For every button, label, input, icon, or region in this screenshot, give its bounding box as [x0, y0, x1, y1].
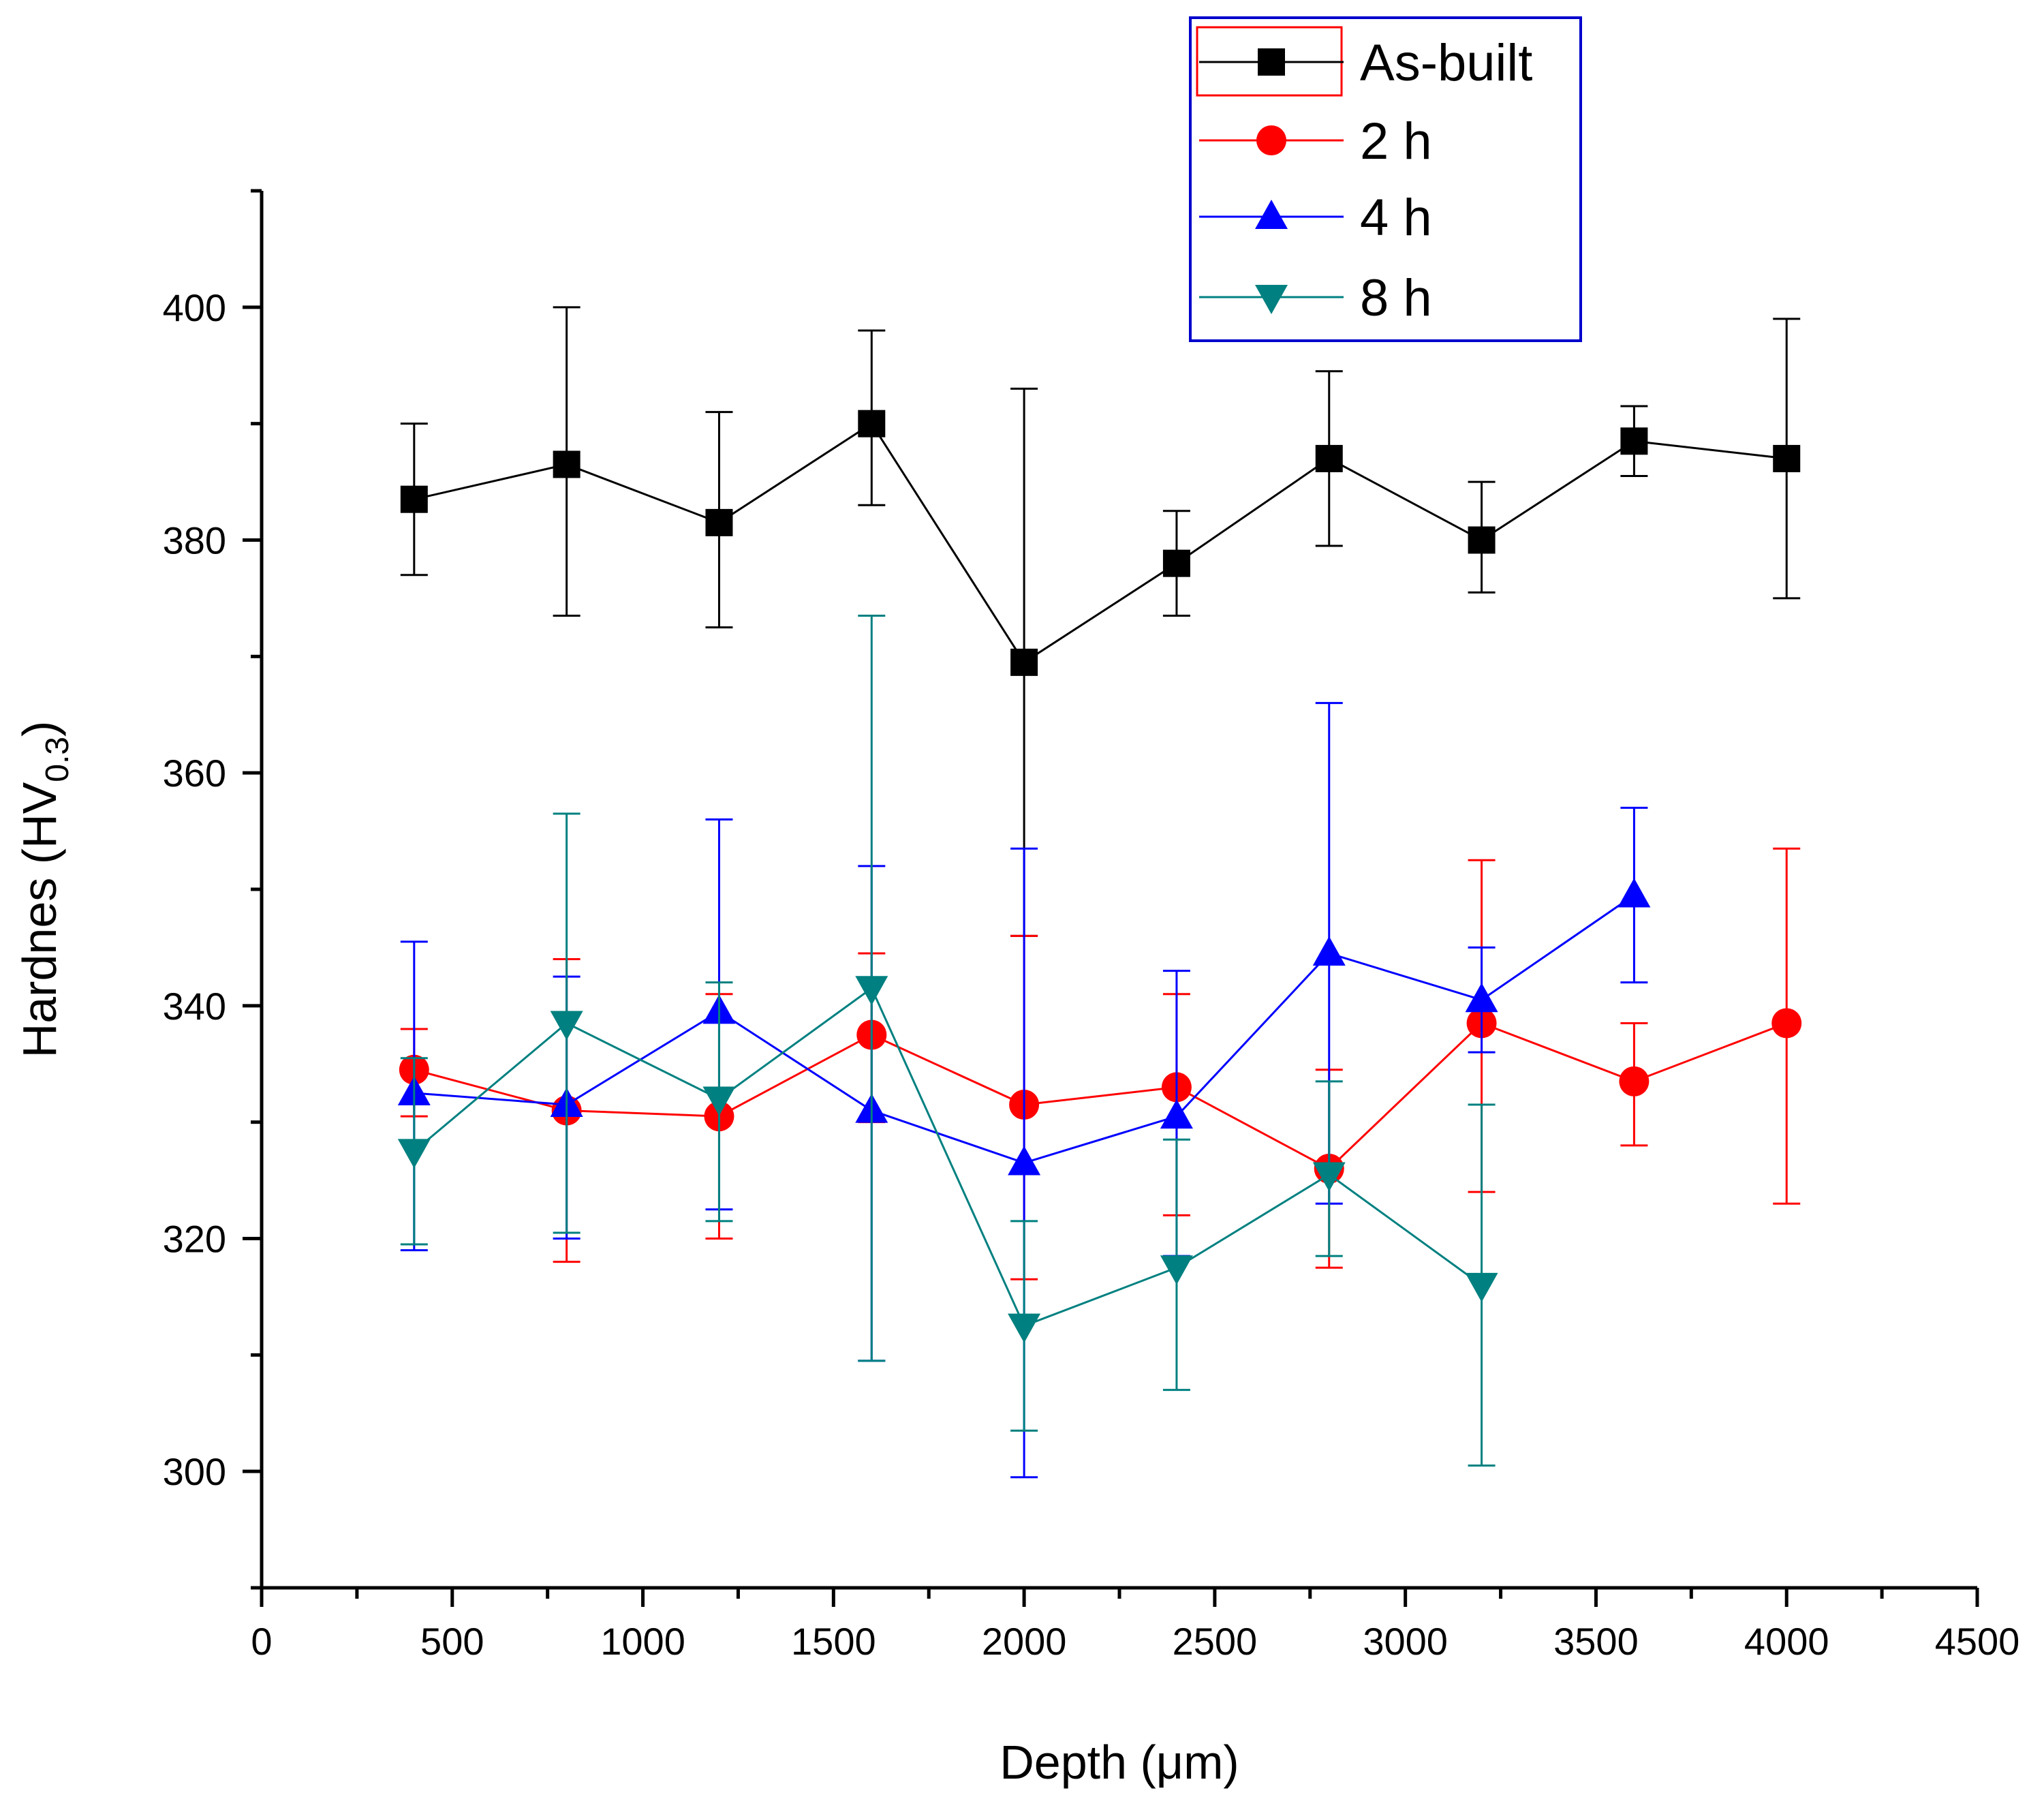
y-tick-label-320: 320	[163, 1218, 226, 1261]
x-tick-label-3000: 3000	[1363, 1620, 1448, 1663]
x-axis-title: Depth (μm)	[1000, 1736, 1239, 1789]
legend-label: 2 h	[1360, 112, 1432, 170]
data-point	[855, 976, 888, 1006]
legend-label: 4 h	[1360, 189, 1432, 247]
legend-box	[1189, 16, 1582, 342]
x-tick-label-2500: 2500	[1173, 1620, 1258, 1663]
ticks: 0 500 1000 1500 2000 2500 3000 3500 4000 4500 300 3…	[163, 189, 2020, 1663]
legend-label: 8 h	[1360, 269, 1432, 327]
y-axis-title-close: )	[13, 721, 66, 737]
series-line	[413, 986, 1483, 1327]
data-point	[1010, 648, 1038, 676]
data-point	[1008, 1146, 1041, 1176]
data-point	[397, 1139, 431, 1169]
data-point	[1315, 444, 1343, 472]
x-tick-label-1500: 1500	[791, 1620, 876, 1663]
y-tick-label-380: 380	[163, 519, 226, 562]
series-3	[397, 615, 1498, 1467]
data-point	[1773, 444, 1801, 472]
legend-marker	[1256, 125, 1286, 155]
data-point	[705, 508, 733, 536]
data-point	[550, 1011, 583, 1041]
data-point	[1312, 936, 1346, 966]
legend-item-3: 8 h	[1199, 269, 1432, 327]
series-1	[399, 847, 1802, 1280]
data-point	[1160, 1255, 1193, 1285]
legend-marker	[1258, 48, 1285, 76]
data-point	[1617, 878, 1651, 908]
legend-item-0: As-built	[1199, 34, 1532, 92]
x-tick-label-0: 0	[251, 1620, 272, 1663]
data-point	[553, 450, 580, 478]
x-tick-label-500: 500	[420, 1620, 484, 1663]
data-point	[1312, 1162, 1346, 1192]
data-point	[1160, 1099, 1193, 1129]
series-line	[414, 1022, 1787, 1170]
data-point	[1465, 983, 1498, 1013]
legend-label: As-built	[1360, 34, 1532, 92]
data-point	[1619, 1066, 1650, 1096]
legend-item-1: 2 h	[1199, 112, 1432, 170]
x-tick-label-1000: 1000	[600, 1620, 685, 1663]
legend-item-2: 4 h	[1199, 189, 1432, 247]
data-point	[1162, 549, 1190, 577]
y-axis-title-main: Hardnes (HV	[13, 782, 66, 1058]
x-tick-label-4500: 4500	[1935, 1620, 2020, 1663]
legend-marker	[1255, 285, 1288, 314]
x-tick-label-3500: 3500	[1553, 1620, 1639, 1663]
axes	[260, 191, 1977, 1590]
data-point	[1620, 427, 1648, 455]
y-axis-title-subscript: 0.3	[40, 737, 76, 782]
data-point	[858, 410, 886, 437]
data-point	[1465, 1272, 1498, 1302]
data-point	[1468, 526, 1496, 554]
y-tick-label-360: 360	[163, 752, 226, 795]
data-point	[400, 485, 428, 513]
x-tick-label-4000: 4000	[1744, 1620, 1829, 1663]
legend-marker	[1255, 200, 1288, 229]
data-point	[702, 1086, 736, 1116]
y-tick-label-300: 300	[163, 1450, 226, 1493]
y-tick-label-340: 340	[163, 985, 226, 1028]
y-axis-title: Hardnes (HV0.3)	[13, 721, 76, 1058]
series-line	[414, 422, 1787, 664]
data-point	[1771, 1008, 1802, 1039]
series	[397, 306, 1802, 1479]
series-0	[400, 306, 1801, 937]
data-point	[1008, 1313, 1041, 1343]
x-tick-label-2000: 2000	[982, 1620, 1067, 1663]
legend: As-built 2 h 4 h 8 h	[1189, 16, 1582, 342]
y-tick-label-400: 400	[163, 286, 226, 329]
